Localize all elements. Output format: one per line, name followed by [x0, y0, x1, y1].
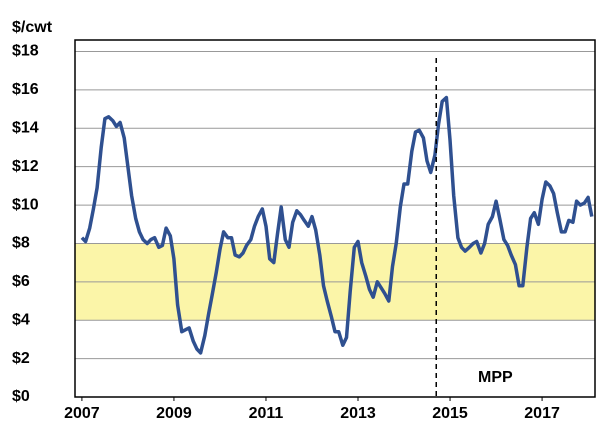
x-tick-label: 2013: [340, 405, 376, 422]
annotation: MPP: [478, 369, 513, 386]
y-tick-label: $2: [12, 350, 30, 367]
y-tick-label: $4: [12, 311, 30, 328]
y-tick-label: $18: [12, 43, 39, 60]
y-tick-label: $8: [12, 235, 30, 252]
y-tick-label: $12: [12, 158, 39, 175]
y-tick-label: $6: [12, 273, 30, 290]
y-tick-label: $14: [12, 120, 39, 137]
y-tick-label: $10: [12, 196, 39, 213]
y-tick-label: $0: [12, 388, 30, 405]
x-tick-label: 2007: [64, 405, 100, 422]
plot-area: [75, 40, 595, 397]
x-tick-label: 2015: [432, 405, 468, 422]
x-tick-label: 2009: [156, 405, 192, 422]
line: [80, 95, 594, 355]
x-tick-label: 2017: [524, 405, 560, 422]
plot-frame: [74, 39, 596, 398]
y-axis-label: $/cwt: [12, 19, 53, 36]
y-tick-label: $16: [12, 81, 39, 98]
x-tick-label: 2011: [249, 405, 284, 422]
